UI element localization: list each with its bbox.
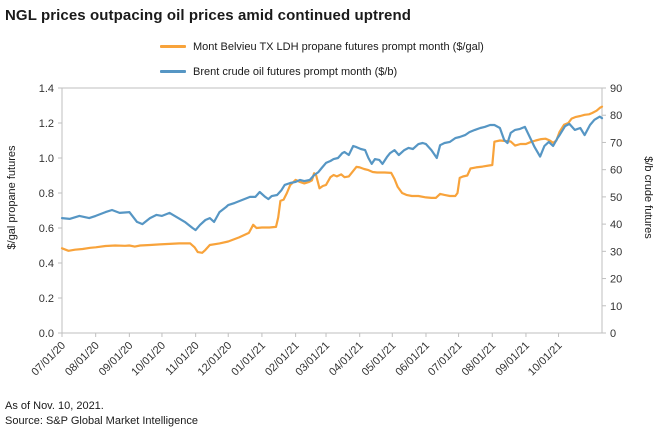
left-tick-label: 0.0 — [39, 328, 54, 340]
x-tick-label: 07/01/20 — [29, 340, 68, 379]
propane-line-swatch — [160, 45, 186, 48]
legend-label-propane: Mont Belvieu TX LDH propane futures prom… — [193, 40, 484, 53]
as-of-note: As of Nov. 10, 2021. — [5, 400, 104, 412]
x-tick-label: 11/01/20 — [164, 340, 202, 378]
x-tick-label: 08/01/20 — [63, 340, 102, 379]
right-tick-label: 90 — [610, 83, 622, 95]
left-tick-label: 1.0 — [39, 153, 54, 165]
right-tick-label: 40 — [610, 219, 622, 231]
x-tick-label: 10/01/21 — [526, 340, 565, 379]
x-tick-label: 10/01/20 — [129, 340, 168, 379]
x-tick-label: 09/01/21 — [493, 340, 532, 379]
x-tick-label: 07/01/21 — [426, 340, 465, 379]
right-tick-label: 0 — [610, 328, 616, 340]
x-tick-label: 09/01/20 — [97, 340, 136, 379]
x-tick-label: 01/01/21 — [229, 340, 268, 379]
legend-item-propane: Mont Belvieu TX LDH propane futures prom… — [160, 34, 484, 59]
left-tick-label: 0.2 — [39, 293, 54, 305]
right-tick-label: 20 — [610, 274, 622, 286]
x-tick-label: 04/01/21 — [327, 340, 366, 379]
left-tick-label: 0.6 — [39, 223, 54, 235]
x-tick-label: 03/01/21 — [293, 340, 332, 379]
left-tick-label: 0.8 — [39, 188, 54, 200]
footnote: As of Nov. 10, 2021. Source: S&P Global … — [5, 399, 198, 429]
right-tick-label: 70 — [610, 137, 622, 149]
right-tick-label: 60 — [610, 165, 622, 177]
left-tick-label: 1.4 — [39, 83, 54, 95]
right-tick-label: 30 — [610, 246, 622, 258]
left-axis-title: $/gal propane futures — [6, 145, 18, 249]
x-tick-label: 06/01/21 — [393, 340, 432, 379]
x-tick-label: 12/01/20 — [196, 340, 235, 379]
chart-title: NGL prices outpacing oil prices amid con… — [5, 7, 412, 24]
x-tick-label: 05/01/21 — [360, 340, 399, 379]
brent-line-swatch — [160, 70, 186, 73]
left-tick-label: 1.2 — [39, 118, 54, 130]
right-axis-title: $/b crude futures — [642, 156, 654, 239]
plot-border — [61, 87, 603, 334]
right-tick-label: 80 — [610, 110, 622, 122]
source-note: Source: S&P Global Market Intelligence — [5, 415, 199, 427]
left-tick-label: 0.4 — [39, 258, 54, 270]
legend: Mont Belvieu TX LDH propane futures prom… — [160, 34, 484, 84]
right-tick-label: 50 — [610, 192, 622, 204]
x-tick-label: 08/01/21 — [460, 340, 499, 379]
legend-item-brent: Brent crude oil futures prompt month ($/… — [160, 59, 484, 84]
brent-line — [60, 115, 604, 232]
legend-label-brent: Brent crude oil futures prompt month ($/… — [193, 65, 398, 78]
right-tick-label: 10 — [610, 301, 622, 313]
propane-line — [60, 105, 604, 254]
